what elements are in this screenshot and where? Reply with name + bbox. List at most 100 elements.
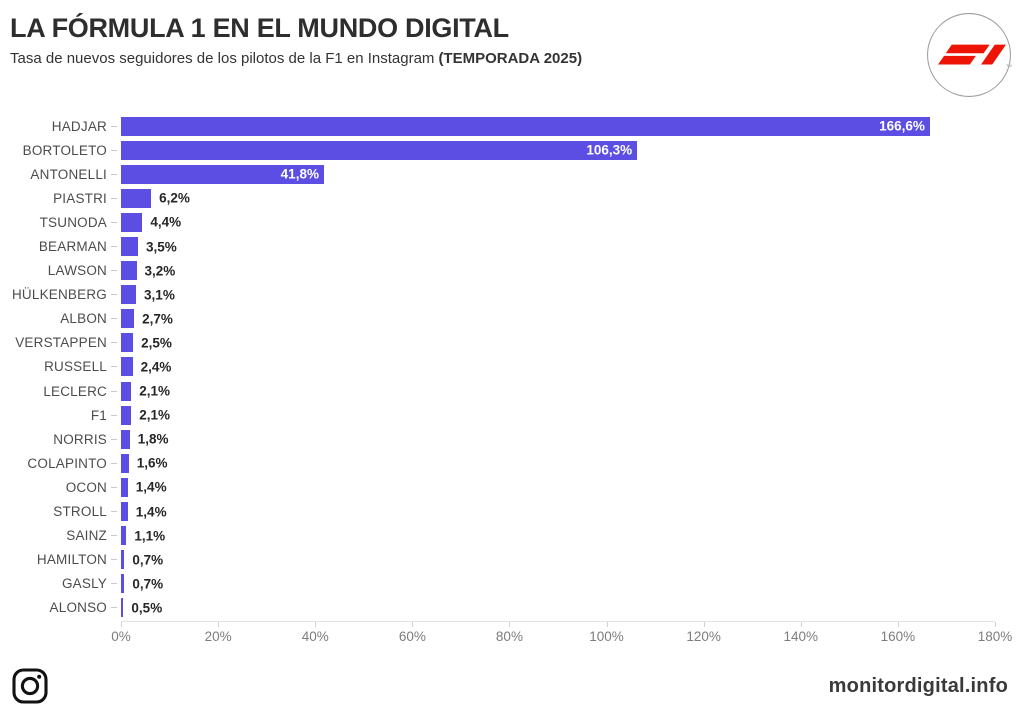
driver-label: ALBON bbox=[60, 311, 107, 327]
value-label: 1,1% bbox=[134, 528, 166, 544]
driver-label: F1 bbox=[90, 407, 107, 423]
bar: 41,8% bbox=[121, 164, 324, 184]
value-label: 2,4% bbox=[140, 359, 172, 375]
category-tick bbox=[111, 366, 117, 368]
driver-label: STROLL bbox=[53, 504, 107, 520]
value-label: 106,3% bbox=[586, 142, 633, 158]
value-label: 6,2% bbox=[159, 190, 190, 206]
category-tick bbox=[111, 583, 117, 585]
axis-tick bbox=[412, 621, 414, 627]
bar bbox=[121, 357, 133, 377]
bar-track: 1,1% bbox=[121, 526, 995, 546]
bar-row: SAINZ 1,1% bbox=[10, 524, 995, 548]
category-tick bbox=[111, 535, 117, 537]
driver-label: BEARMAN bbox=[38, 239, 107, 255]
bar-track: 1,4% bbox=[121, 502, 995, 522]
bar: 106,3% bbox=[121, 140, 638, 160]
bar-track: 0,5% bbox=[121, 598, 995, 618]
header-text-block: LA FÓRMULA 1 EN EL MUNDO DIGITAL Tasa de… bbox=[10, 12, 582, 67]
bar bbox=[121, 405, 132, 425]
bar bbox=[121, 237, 138, 257]
value-label: 0,5% bbox=[131, 600, 163, 616]
axis-tick-label: 140% bbox=[783, 628, 819, 644]
driver-label: RUSSELL bbox=[44, 359, 107, 375]
bar-row: ALONSO 0,5% bbox=[10, 596, 995, 620]
bar-row: ANTONELLI 41,8% bbox=[10, 162, 995, 186]
bar-row: BEARMAN 3,5% bbox=[10, 234, 995, 258]
bar-track: 3,2% bbox=[121, 261, 995, 281]
bar-row: VERSTAPPEN 2,5% bbox=[10, 331, 995, 355]
driver-label: ANTONELLI bbox=[30, 166, 107, 182]
driver-label: ALONSO bbox=[49, 600, 107, 616]
driver-label: LAWSON bbox=[47, 263, 107, 279]
driver-label: HÜLKENBERG bbox=[11, 287, 107, 303]
bar-row: STROLL 1,4% bbox=[10, 500, 995, 524]
bar-row: HAMILTON 0,7% bbox=[10, 548, 995, 572]
category-tick bbox=[111, 414, 117, 416]
bar bbox=[121, 188, 152, 208]
category-tick bbox=[111, 294, 117, 296]
bar-row: ALBON 2,7% bbox=[10, 307, 995, 331]
value-label: 3,5% bbox=[145, 239, 177, 255]
axis-tick bbox=[218, 621, 220, 627]
value-label: 0,7% bbox=[132, 576, 164, 592]
bar-track: 1,8% bbox=[121, 429, 995, 449]
driver-label: HAMILTON bbox=[36, 552, 107, 568]
bar bbox=[121, 526, 127, 546]
bar-track: 2,1% bbox=[121, 381, 995, 401]
value-label: 0,7% bbox=[132, 552, 164, 568]
category-tick bbox=[111, 173, 117, 175]
value-label: 1,6% bbox=[136, 455, 168, 471]
axis-tick-label: 100% bbox=[589, 628, 624, 644]
page-title: LA FÓRMULA 1 EN EL MUNDO DIGITAL bbox=[10, 13, 509, 43]
bar: 166,6% bbox=[121, 116, 930, 136]
value-label: 3,2% bbox=[144, 263, 176, 279]
bar-row: F1 2,1% bbox=[10, 403, 995, 427]
bar bbox=[121, 598, 124, 618]
driver-label: SAINZ bbox=[66, 528, 107, 544]
axis-tick-label: 0% bbox=[111, 628, 131, 644]
bar-track: 2,7% bbox=[121, 309, 995, 329]
bar bbox=[121, 429, 130, 449]
category-tick bbox=[111, 438, 117, 440]
bar-row: NORRIS 1,8% bbox=[10, 427, 995, 451]
bar-track: 0,7% bbox=[121, 550, 995, 570]
category-tick bbox=[111, 270, 117, 272]
axis-tick bbox=[995, 621, 996, 627]
bar bbox=[121, 477, 128, 497]
x-axis: 0% 20% 40% 60% 80% 100% 120% 140% 160% 180% bbox=[111, 620, 1012, 655]
category-tick bbox=[111, 318, 117, 320]
axis-tick-label: 60% bbox=[398, 628, 426, 644]
category-tick bbox=[111, 149, 117, 151]
bar-track: 166,6% bbox=[121, 116, 995, 136]
category-tick bbox=[111, 607, 117, 609]
category-tick bbox=[111, 246, 117, 248]
bar-row: OCON 1,4% bbox=[10, 475, 995, 499]
bar-track: 106,3% bbox=[121, 140, 995, 160]
value-label: 1,4% bbox=[135, 504, 167, 520]
bar bbox=[121, 212, 143, 232]
bar bbox=[121, 261, 137, 281]
tm-mark: TM bbox=[1006, 63, 1012, 68]
bar-track: 0,7% bbox=[121, 574, 995, 594]
value-label: 2,5% bbox=[141, 335, 172, 351]
category-tick bbox=[111, 125, 117, 127]
driver-label: PIASTRI bbox=[53, 190, 107, 206]
chart-rows: HADJAR 166,6% BORTOLETO 106,3% ANTONELLI 41,8… bbox=[10, 114, 995, 620]
bar-track: 41,8% bbox=[121, 164, 995, 184]
bar-track: 2,4% bbox=[121, 357, 995, 377]
axis-tick-label: 20% bbox=[204, 628, 232, 644]
bar-row: PIASTRI 6,2% bbox=[10, 186, 995, 210]
bar-row: LAWSON 3,2% bbox=[10, 259, 995, 283]
driver-label: COLAPINTO bbox=[27, 455, 107, 471]
bar bbox=[121, 574, 125, 594]
axis-tick-label: 160% bbox=[880, 628, 916, 644]
bar-track: 3,5% bbox=[121, 237, 995, 257]
bar-row: LECLERC 2,1% bbox=[10, 379, 995, 403]
bar-track: 2,5% bbox=[121, 333, 995, 353]
bar bbox=[121, 550, 125, 570]
driver-label: NORRIS bbox=[53, 431, 107, 447]
category-tick bbox=[111, 390, 117, 392]
category-tick bbox=[111, 462, 117, 464]
driver-label: OCON bbox=[65, 479, 107, 495]
